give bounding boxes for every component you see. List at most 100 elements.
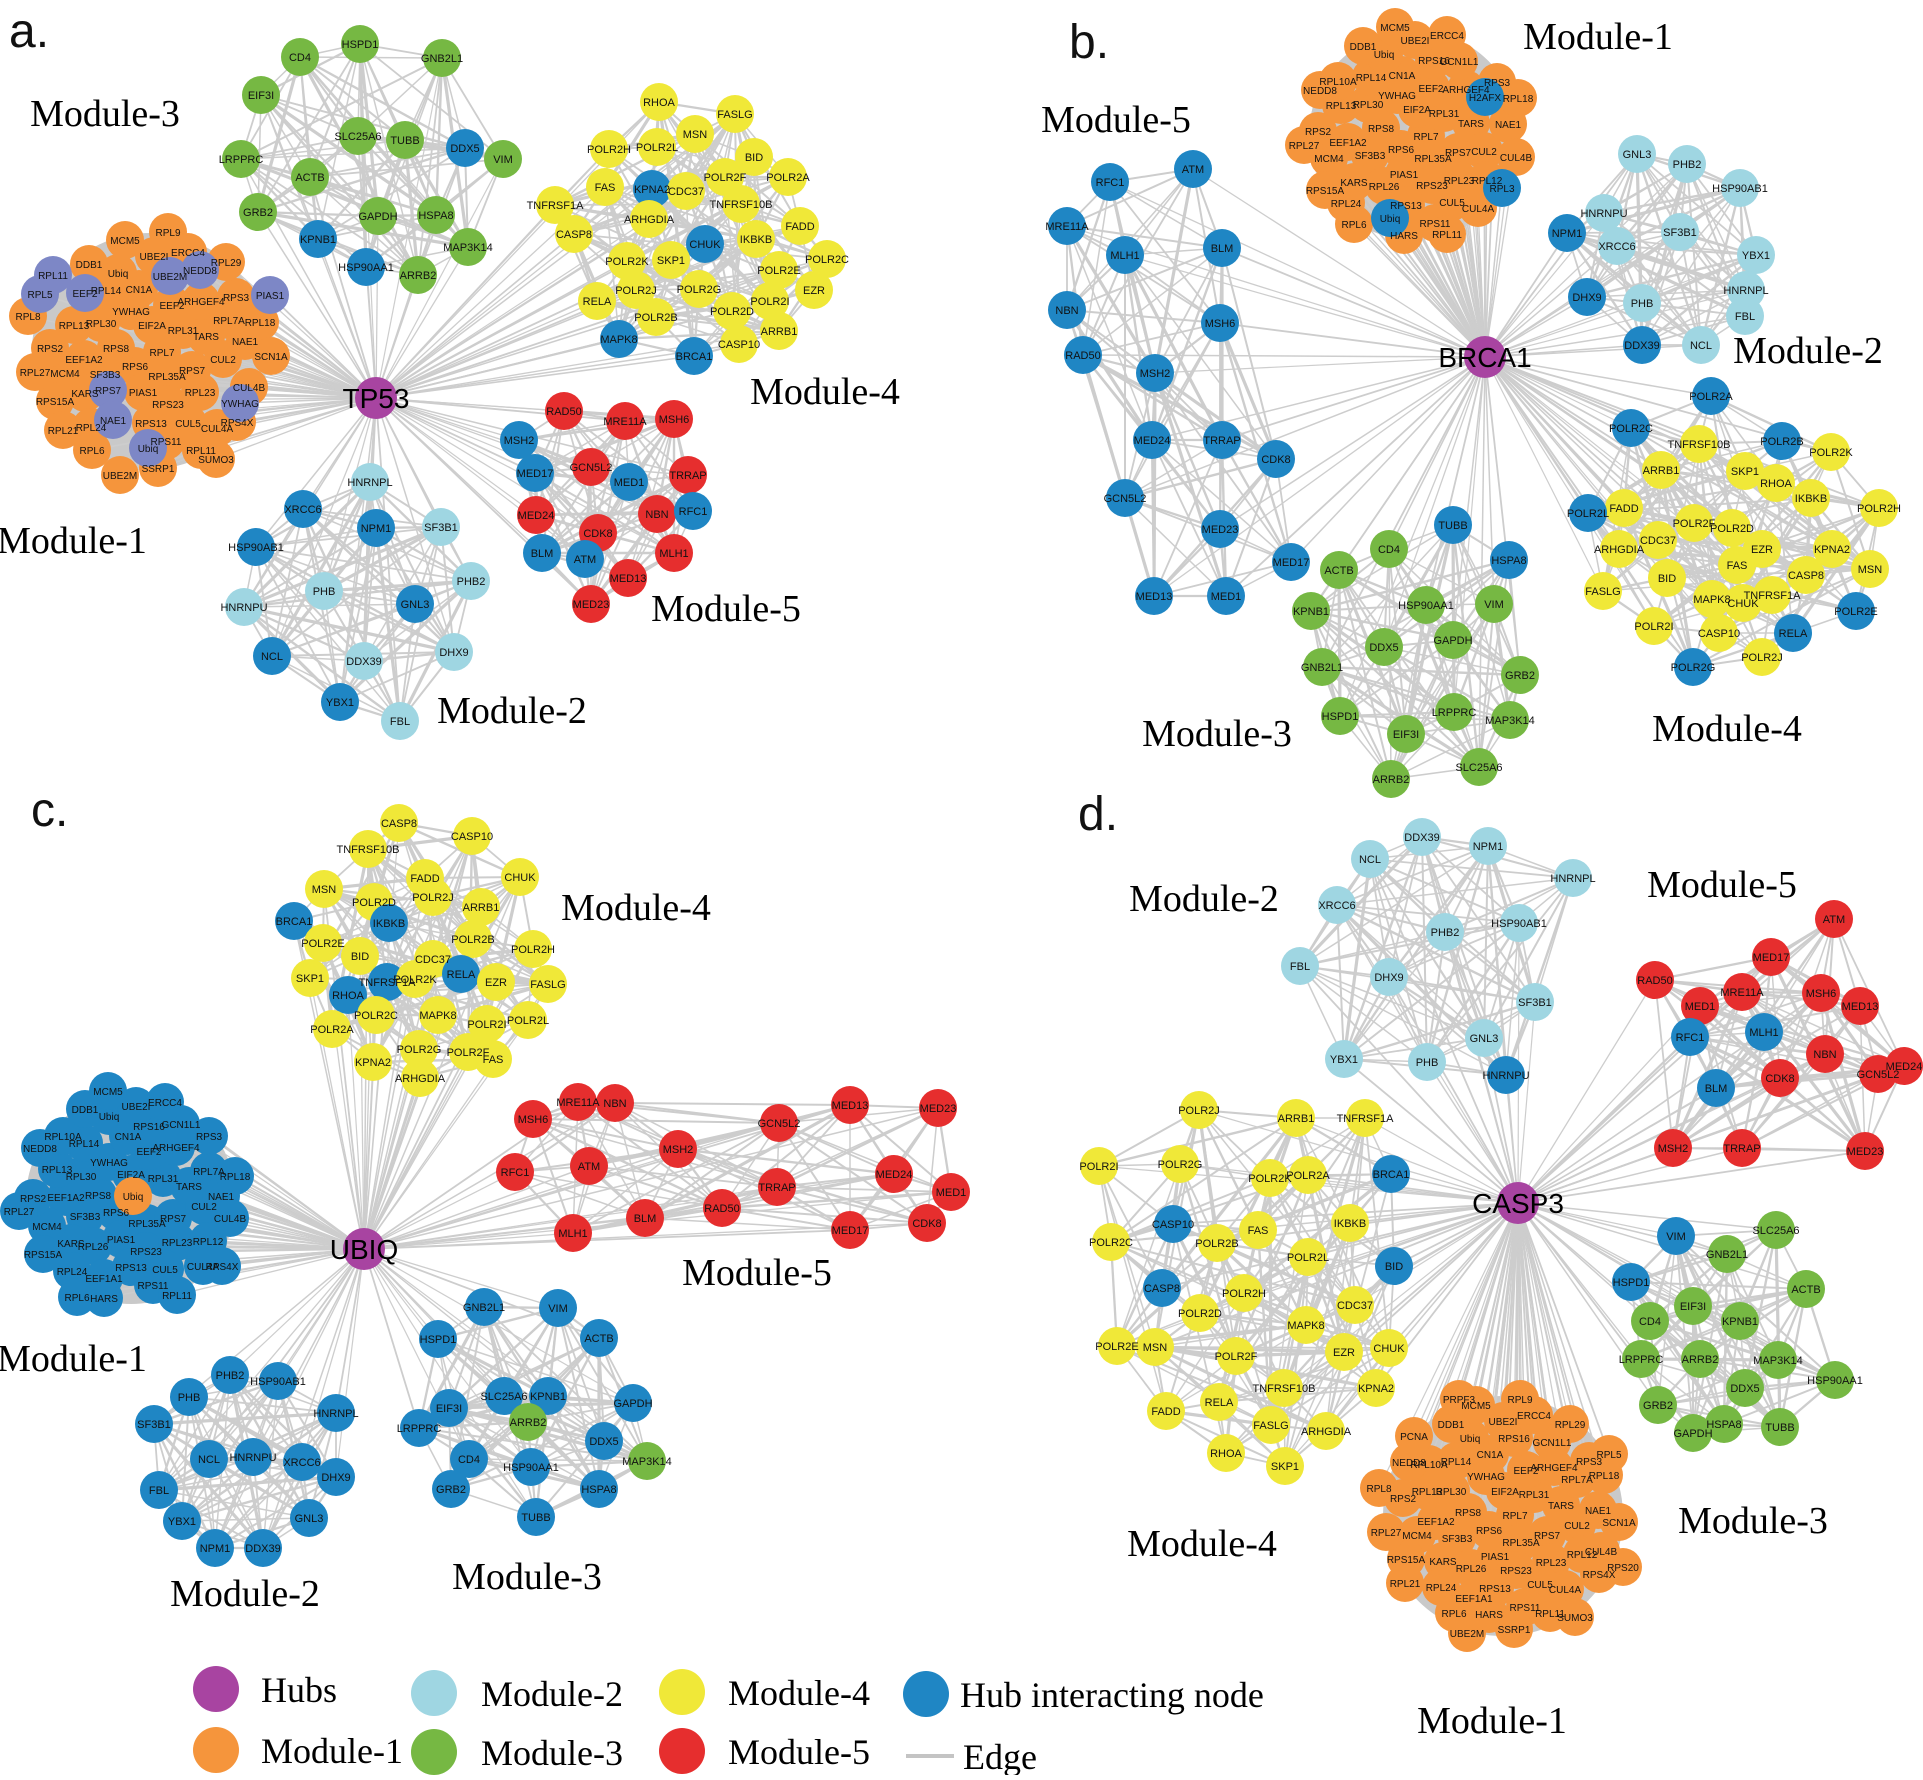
svg-text:DDX5: DDX5 bbox=[450, 143, 479, 155]
svg-text:Module-4: Module-4 bbox=[561, 887, 711, 929]
svg-text:Hubs: Hubs bbox=[261, 1670, 337, 1710]
svg-text:RPS3: RPS3 bbox=[1484, 78, 1511, 89]
svg-text:IKBKB: IKBKB bbox=[740, 234, 772, 246]
svg-text:RPL24: RPL24 bbox=[57, 1267, 88, 1278]
svg-text:d.: d. bbox=[1078, 788, 1118, 841]
svg-text:a.: a. bbox=[9, 5, 49, 58]
svg-text:MED13: MED13 bbox=[1136, 591, 1173, 603]
svg-text:EIF2A: EIF2A bbox=[117, 1170, 145, 1181]
svg-text:Module-4: Module-4 bbox=[1127, 1523, 1277, 1565]
svg-text:EIF3I: EIF3I bbox=[248, 90, 274, 102]
svg-text:DDX5: DDX5 bbox=[1369, 642, 1398, 654]
svg-text:DDX39: DDX39 bbox=[1624, 340, 1659, 352]
svg-text:RPS8: RPS8 bbox=[85, 1191, 112, 1202]
svg-text:KARS: KARS bbox=[1340, 178, 1368, 189]
svg-text:RPL7: RPL7 bbox=[1502, 1511, 1527, 1522]
svg-text:RHOA: RHOA bbox=[643, 97, 675, 109]
svg-text:RPS2: RPS2 bbox=[37, 344, 64, 355]
svg-text:POLR2H: POLR2H bbox=[1222, 1288, 1266, 1300]
svg-text:CASP10: CASP10 bbox=[451, 831, 493, 843]
svg-text:XRCC6: XRCC6 bbox=[1318, 900, 1355, 912]
svg-text:RELA: RELA bbox=[1205, 1397, 1234, 1409]
svg-text:GCN5L2: GCN5L2 bbox=[1104, 493, 1147, 505]
svg-text:KPNA2: KPNA2 bbox=[1358, 1383, 1394, 1395]
svg-text:MED17: MED17 bbox=[1753, 952, 1790, 964]
svg-text:MAPK8: MAPK8 bbox=[1693, 594, 1730, 606]
svg-text:MCM5: MCM5 bbox=[1380, 23, 1410, 34]
svg-text:CDC37: CDC37 bbox=[415, 954, 451, 966]
svg-text:POLR2E: POLR2E bbox=[1834, 606, 1877, 618]
svg-text:CUL5: CUL5 bbox=[1527, 1580, 1553, 1591]
svg-text:MSN: MSN bbox=[683, 129, 708, 141]
svg-text:RPL24: RPL24 bbox=[1331, 199, 1362, 210]
svg-text:HNRNPU: HNRNPU bbox=[220, 602, 267, 614]
svg-text:ARRB1: ARRB1 bbox=[761, 326, 798, 338]
svg-text:Module-3: Module-3 bbox=[481, 1733, 623, 1773]
svg-text:RPL14: RPL14 bbox=[1441, 1457, 1472, 1468]
svg-text:POLR2B: POLR2B bbox=[1760, 436, 1803, 448]
svg-text:HNRNPU: HNRNPU bbox=[1482, 1070, 1529, 1082]
svg-text:POLR2G: POLR2G bbox=[677, 284, 722, 296]
svg-text:RPL26: RPL26 bbox=[1456, 1564, 1487, 1575]
svg-text:EIF2A: EIF2A bbox=[1491, 1487, 1519, 1498]
svg-text:ACTB: ACTB bbox=[1791, 1284, 1820, 1296]
svg-text:RPL24: RPL24 bbox=[76, 423, 107, 434]
svg-text:SKP1: SKP1 bbox=[1271, 1461, 1299, 1473]
svg-text:GAPDH: GAPDH bbox=[1673, 1428, 1712, 1440]
svg-text:RAD50: RAD50 bbox=[1065, 350, 1100, 362]
svg-text:YWHAG: YWHAG bbox=[90, 1158, 128, 1169]
svg-text:RPS6: RPS6 bbox=[122, 362, 149, 373]
svg-text:SUMO3: SUMO3 bbox=[198, 455, 234, 466]
svg-text:POLR2A: POLR2A bbox=[1286, 1170, 1330, 1182]
svg-text:RPL12: RPL12 bbox=[193, 1237, 224, 1248]
svg-text:Module-2: Module-2 bbox=[437, 690, 587, 732]
svg-text:MED23: MED23 bbox=[1847, 1146, 1884, 1158]
svg-text:MAPK8: MAPK8 bbox=[600, 334, 637, 346]
svg-text:XRCC6: XRCC6 bbox=[1598, 241, 1635, 253]
svg-text:DHX9: DHX9 bbox=[1374, 972, 1403, 984]
svg-text:POLR2G: POLR2G bbox=[1671, 662, 1716, 674]
svg-text:RPL14: RPL14 bbox=[91, 286, 122, 297]
svg-text:Module-5: Module-5 bbox=[1647, 864, 1797, 906]
svg-text:HSP90AB1: HSP90AB1 bbox=[1712, 183, 1768, 195]
svg-text:MED1: MED1 bbox=[614, 477, 645, 489]
svg-text:RPS2: RPS2 bbox=[1390, 1494, 1417, 1505]
svg-text:RPL21: RPL21 bbox=[1390, 1579, 1421, 1590]
svg-text:RPL14: RPL14 bbox=[69, 1139, 100, 1150]
svg-text:TRRAP: TRRAP bbox=[669, 470, 706, 482]
svg-text:CUL4A: CUL4A bbox=[201, 424, 234, 435]
svg-text:GRB2: GRB2 bbox=[1643, 1400, 1673, 1412]
svg-text:NCL: NCL bbox=[1690, 340, 1712, 352]
svg-text:VIM: VIM bbox=[548, 1303, 568, 1315]
svg-text:RPS23: RPS23 bbox=[1500, 1566, 1532, 1577]
svg-text:MSN: MSN bbox=[312, 884, 337, 896]
svg-text:RPL23: RPL23 bbox=[1444, 176, 1475, 187]
svg-text:ACTB: ACTB bbox=[1324, 565, 1353, 577]
svg-text:HSPD1: HSPD1 bbox=[1613, 1277, 1650, 1289]
svg-text:HSPD1: HSPD1 bbox=[1322, 711, 1359, 723]
svg-text:POLR2C: POLR2C bbox=[1609, 423, 1653, 435]
svg-text:KPNB1: KPNB1 bbox=[530, 1391, 566, 1403]
svg-text:POLR2B: POLR2B bbox=[451, 934, 494, 946]
svg-text:POLR2H: POLR2H bbox=[511, 944, 555, 956]
svg-text:Ubiq: Ubiq bbox=[1460, 1434, 1481, 1445]
svg-text:PCNA: PCNA bbox=[1400, 1432, 1428, 1443]
svg-text:ATM: ATM bbox=[1182, 164, 1204, 176]
svg-text:CDC37: CDC37 bbox=[1337, 1300, 1373, 1312]
svg-text:MED17: MED17 bbox=[517, 468, 554, 480]
svg-text:RPS23: RPS23 bbox=[130, 1247, 162, 1258]
svg-text:RAD50: RAD50 bbox=[546, 406, 581, 418]
svg-text:RPL29: RPL29 bbox=[211, 258, 242, 269]
svg-text:PHB2: PHB2 bbox=[1673, 159, 1702, 171]
svg-text:EEF1A2: EEF1A2 bbox=[47, 1193, 85, 1204]
svg-text:ARHGEF4: ARHGEF4 bbox=[1442, 85, 1490, 96]
svg-text:MAP3K14: MAP3K14 bbox=[622, 1456, 672, 1468]
svg-text:POLR2H: POLR2H bbox=[587, 144, 631, 156]
svg-text:GRB2: GRB2 bbox=[243, 207, 273, 219]
svg-text:CHUK: CHUK bbox=[1727, 598, 1759, 610]
svg-text:CASP8: CASP8 bbox=[1144, 1283, 1180, 1295]
svg-text:EIF3I: EIF3I bbox=[1680, 1301, 1706, 1313]
svg-text:CUL4B: CUL4B bbox=[1500, 153, 1533, 164]
svg-text:KARS: KARS bbox=[1429, 1557, 1457, 1568]
svg-text:POLR2G: POLR2G bbox=[397, 1044, 442, 1056]
